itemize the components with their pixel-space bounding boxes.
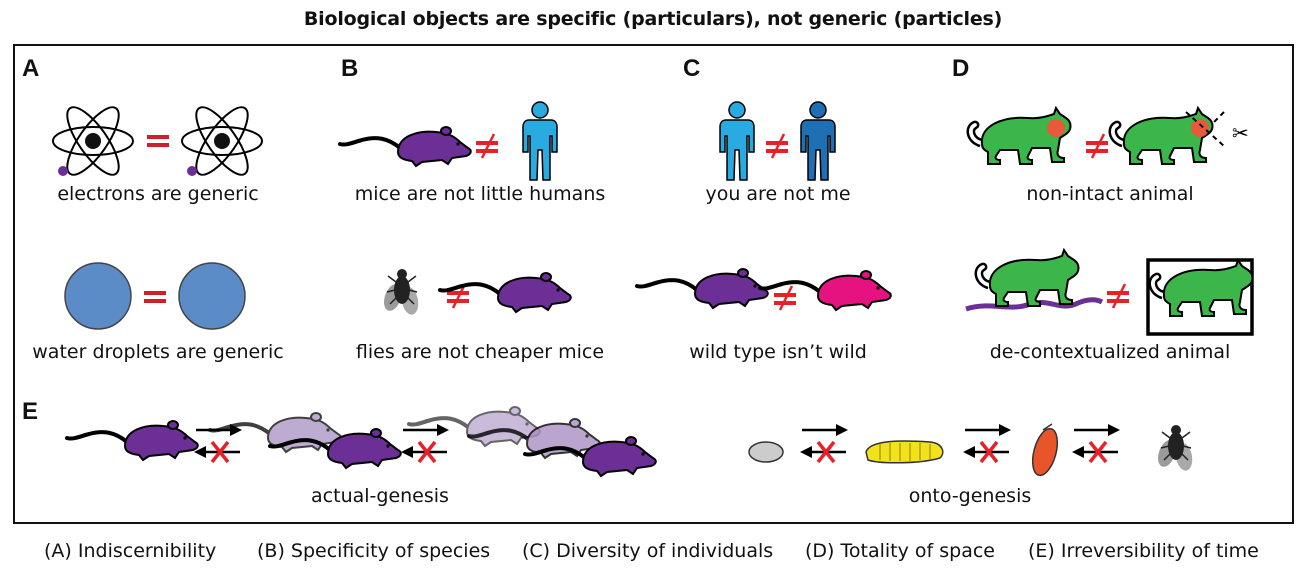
- cut-line-icon: [1185, 111, 1225, 147]
- panel-letter-b: B: [341, 55, 359, 82]
- legend-item-d: (D) Totality of space: [805, 540, 995, 562]
- cat-icon: [974, 248, 1080, 308]
- brain-region-icon: [1191, 119, 1209, 137]
- human-icon: [719, 101, 755, 181]
- not-equal-sign-icon: [474, 132, 500, 160]
- human-icon: [800, 101, 836, 181]
- electron-atom-icon: [52, 99, 134, 183]
- figure-title: Biological objects are specific (particu…: [303, 8, 1003, 30]
- not-equal-sign-icon: [772, 284, 798, 312]
- irreversible-arrows-icon: [1070, 422, 1122, 464]
- panel-letter-c: C: [683, 55, 701, 82]
- caption-actual-genesis: actual-genesis: [311, 485, 449, 507]
- wild-type-mouse-icon: [635, 267, 770, 310]
- caption-electrons: electrons are generic: [57, 183, 259, 205]
- human-icon: [522, 101, 558, 181]
- irreversible-arrows-icon: [798, 422, 850, 464]
- adult-fly-icon: [1153, 424, 1196, 473]
- legend-item-a: (A) Indiscernibility: [44, 540, 217, 562]
- isolation-box-icon: [1146, 258, 1254, 336]
- equals-sign-icon: [144, 291, 166, 303]
- scissors-icon: ✂: [1232, 121, 1249, 145]
- not-equal-sign-icon: [764, 132, 790, 160]
- legend-item-b: (B) Specificity of species: [257, 540, 491, 562]
- panel-letter-a: A: [22, 55, 40, 82]
- panel-letter-d: D: [952, 55, 970, 82]
- caption-you-me: you are not me: [705, 183, 851, 205]
- legend-item-c: (C) Diversity of individuals: [522, 540, 774, 562]
- electron-atom-icon: [181, 99, 263, 183]
- legend-item-e: (E) Irreversibility of time: [1028, 540, 1259, 562]
- irreversible-arrows-icon: [399, 422, 451, 464]
- caption-non-intact: non-intact animal: [1026, 183, 1194, 205]
- brain-region-icon: [1047, 119, 1065, 137]
- caption-mice-humans: mice are not little humans: [354, 183, 606, 205]
- mouse-faded-icon: [407, 405, 542, 448]
- water-droplet-icon: [178, 262, 246, 330]
- not-equal-sign-icon: [1105, 282, 1131, 310]
- mouse-icon: [65, 419, 200, 462]
- caption-onto-genesis: onto-genesis: [908, 485, 1032, 507]
- mouse-icon: [338, 125, 473, 168]
- fly-icon: [379, 268, 422, 317]
- larva-icon: [865, 440, 944, 464]
- caption-de-contextualized: de-contextualized animal: [989, 341, 1231, 363]
- equals-sign-icon: [147, 135, 169, 147]
- egg-icon: [748, 441, 784, 463]
- caption-wild-type: wild type isn’t wild: [689, 341, 867, 363]
- irreversible-arrows-icon: [961, 422, 1013, 464]
- panel-letter-e: E: [22, 398, 39, 425]
- caption-flies-mice: flies are not cheaper mice: [355, 341, 605, 363]
- caption-water-droplets: water droplets are generic: [32, 341, 284, 363]
- not-equal-sign-icon: [1084, 132, 1110, 160]
- pupa-icon: [1031, 423, 1059, 477]
- cat-icon: [1148, 258, 1254, 318]
- figure-frame: [13, 44, 1294, 524]
- water-droplet-icon: [64, 262, 132, 330]
